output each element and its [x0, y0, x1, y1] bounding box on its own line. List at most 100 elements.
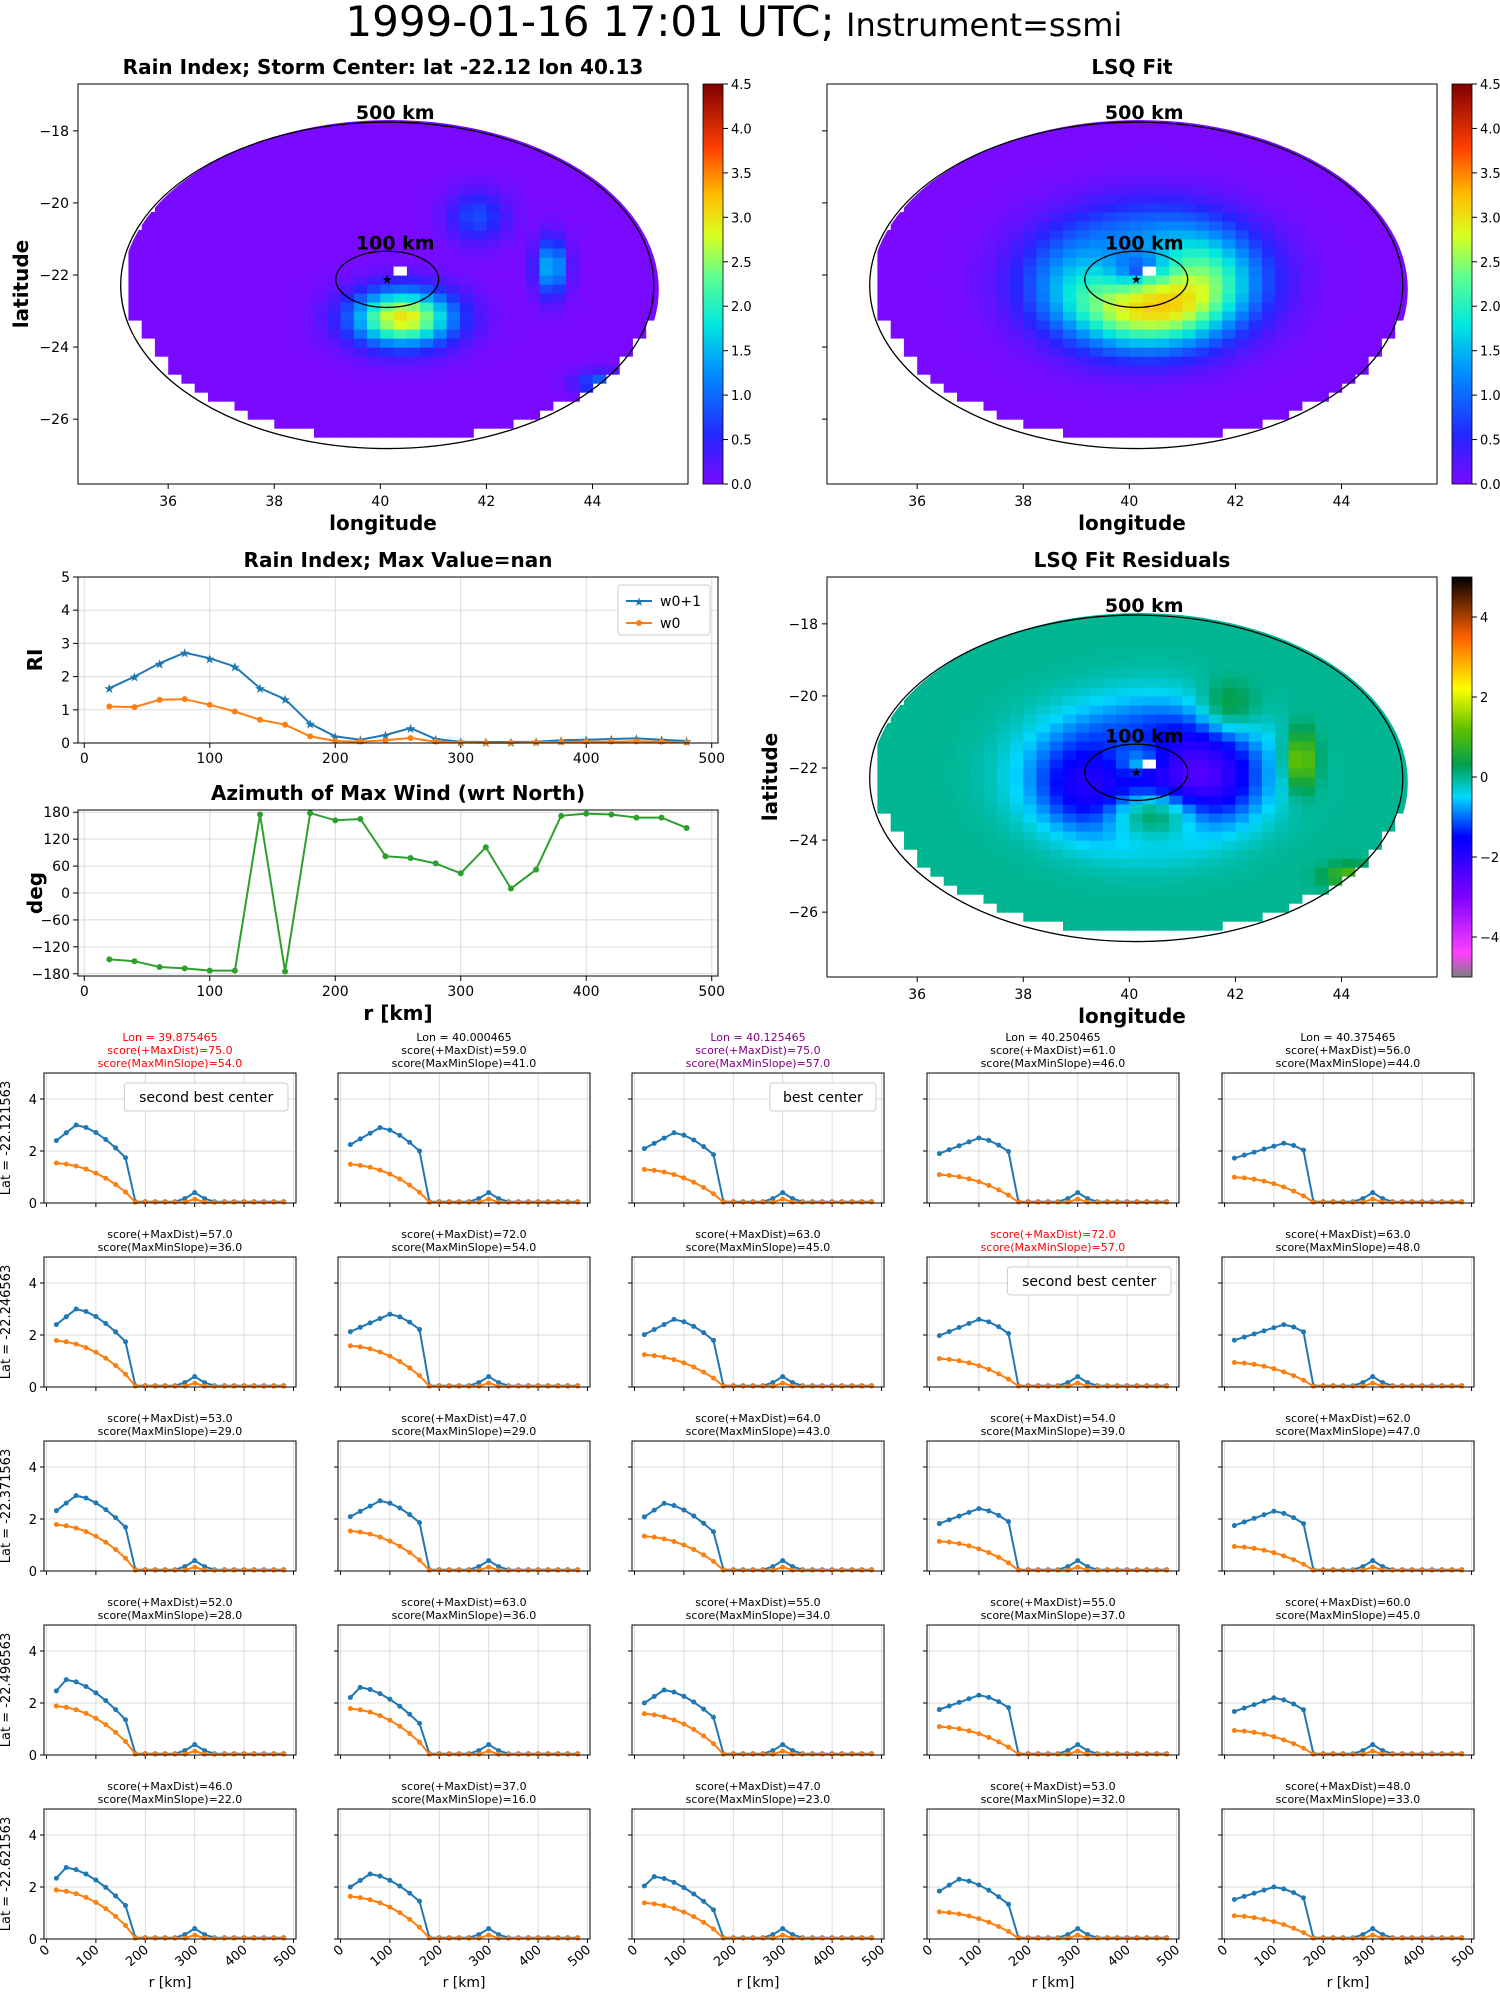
map-cell: [1129, 885, 1144, 895]
data-point: [1065, 1564, 1071, 1570]
map-cell: [1102, 320, 1117, 330]
map-cell: [234, 193, 249, 204]
data-point: [658, 738, 665, 745]
map-cell: [1248, 320, 1263, 330]
map-cell: [1262, 284, 1276, 294]
data-point: [681, 1175, 687, 1181]
map-cell: [1195, 166, 1210, 177]
map-cell: [579, 239, 594, 249]
map-cell: [539, 202, 554, 213]
map-cell: [1142, 686, 1157, 697]
data-point: [231, 1383, 237, 1389]
data-point: [162, 1567, 168, 1573]
map-cell: [1262, 741, 1276, 751]
map-cell: [579, 302, 594, 312]
map-cell: [1328, 193, 1343, 204]
data-point: [1389, 1199, 1395, 1205]
map-cell: [996, 275, 1011, 285]
map-cell: [632, 302, 647, 312]
map-cell: [1248, 211, 1263, 222]
map-cell: [128, 266, 143, 276]
data-point: [1330, 1567, 1336, 1573]
map-cell: [1023, 248, 1038, 258]
map-cell: [353, 302, 368, 312]
map-cell: [996, 704, 1011, 715]
map-cell: [459, 211, 474, 222]
profile-line: [643, 1318, 872, 1387]
map-cell: [1341, 284, 1356, 294]
map-cell: [1063, 813, 1077, 823]
data-point: [476, 1196, 482, 1202]
map-cell: [996, 338, 1011, 348]
data-point: [701, 1520, 707, 1526]
map-cell: [1222, 768, 1237, 778]
map-cell: [1010, 759, 1024, 769]
map-cell: [1102, 813, 1117, 823]
map-cell: [247, 202, 262, 213]
map-cell: [917, 831, 932, 841]
map-cell: [353, 229, 368, 240]
map-cell: [903, 713, 918, 724]
data-point: [113, 1547, 119, 1553]
map-cell: [181, 347, 196, 357]
map-cell: [930, 750, 945, 760]
row-label: Lat = -22.246563: [0, 1265, 14, 1379]
map-cell: [420, 139, 434, 150]
map-cell: [1341, 813, 1356, 823]
map-cell: [996, 392, 1011, 402]
map-cell: [1036, 894, 1051, 904]
map-cell: [1288, 347, 1303, 357]
map-cell: [1036, 659, 1051, 670]
data-point: [132, 1383, 138, 1389]
map-cell: [1023, 849, 1038, 859]
map-cell: [970, 239, 985, 249]
map-cell: [1195, 668, 1210, 679]
map-cell: [1010, 275, 1024, 285]
map-cell: [1182, 428, 1197, 438]
map-cell: [406, 229, 421, 240]
map-cell: [499, 166, 514, 177]
data-point: [525, 1199, 531, 1205]
map-cell: [1208, 139, 1223, 150]
data-point: [1134, 1199, 1140, 1205]
map-cell: [552, 202, 567, 213]
map-cell: [367, 175, 381, 186]
map-cell: [1208, 686, 1223, 697]
x-tick-label: 200: [322, 751, 349, 767]
map-cell: [353, 419, 368, 429]
map-cell: [1142, 641, 1157, 652]
map-cell: [1182, 419, 1197, 429]
data-point: [1281, 1510, 1287, 1516]
map-cell: [970, 293, 985, 303]
map-cell: [1102, 876, 1117, 886]
map-cell: [1049, 266, 1064, 276]
map-cell: [552, 275, 567, 285]
map-cell: [380, 401, 395, 411]
map-cell: [1288, 786, 1303, 796]
map-cell: [1010, 632, 1024, 643]
map-cell: [1063, 804, 1077, 814]
map-cell: [261, 338, 275, 348]
map-cell: [1222, 750, 1237, 760]
map-cell: [1328, 220, 1343, 231]
data-point: [202, 1380, 208, 1386]
map-cell: [247, 130, 262, 141]
map-cell: [579, 338, 594, 348]
map-cell: [1248, 284, 1263, 294]
data-point: [93, 1715, 99, 1721]
map-cell: [1023, 175, 1038, 186]
map-cell: [314, 239, 328, 249]
map-cell: [1275, 392, 1290, 402]
map-cell: [340, 157, 355, 168]
data-point: [651, 1534, 657, 1540]
map-cell: [327, 419, 342, 429]
map-cell: [1275, 257, 1290, 267]
map-cell: [234, 293, 249, 303]
map-cell: [1023, 695, 1038, 706]
map-cell: [1169, 166, 1183, 177]
map-cell: [486, 356, 501, 366]
map-cell: [314, 374, 328, 384]
map-cell: [877, 266, 892, 276]
map-cell: [287, 284, 302, 294]
map-cell: [592, 257, 607, 267]
